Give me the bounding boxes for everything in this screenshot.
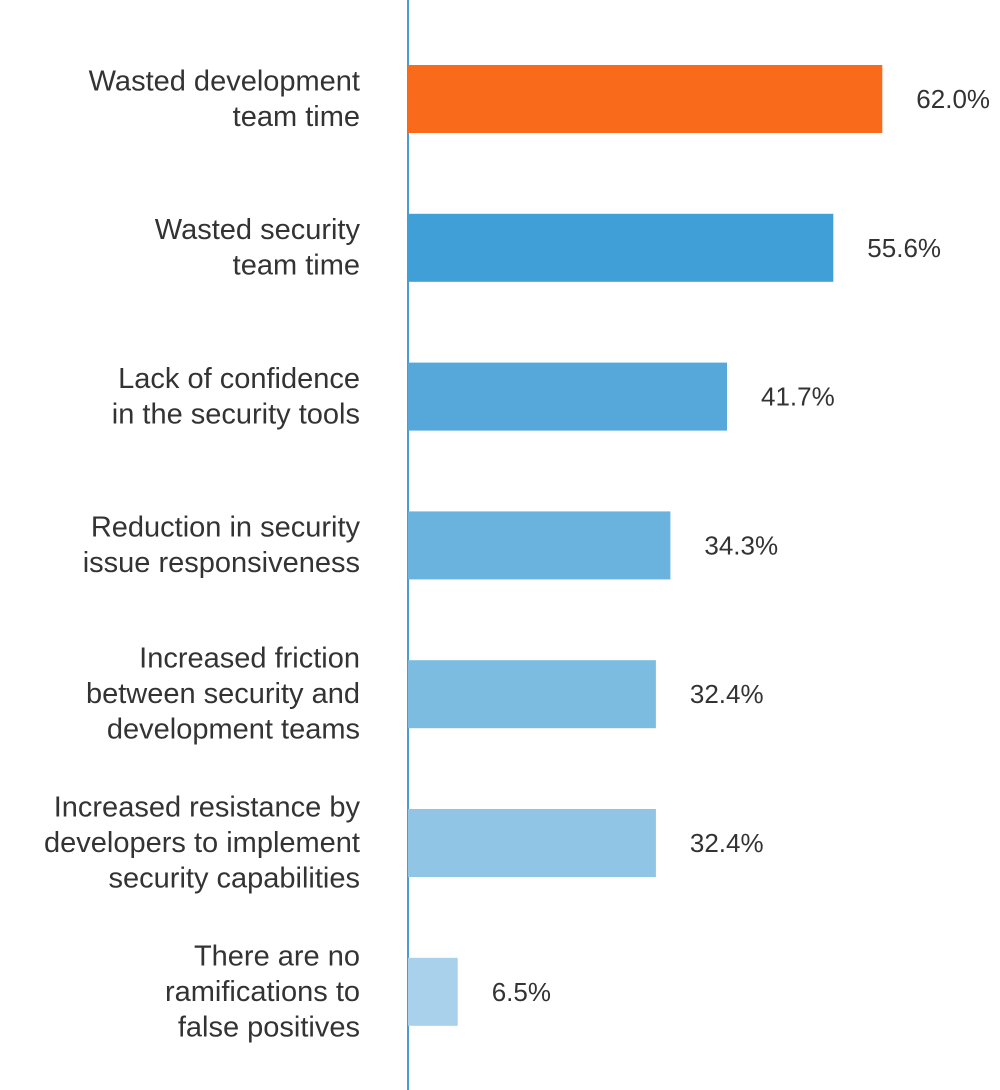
category-label-line: between security and [86,678,360,710]
value-label-4: 34.3% [704,530,778,560]
category-label-line: Increased friction [139,643,360,675]
category-label-line: ramifications to [165,976,360,1008]
category-label-line: Increased resistance by [54,792,361,824]
bar-3 [408,362,727,431]
value-label-1: 62.0% [916,84,990,114]
category-label-1: Wasted development team time [89,65,360,133]
category-label-3: Lack of confidence in the security tools [112,363,360,431]
bars-layer [408,65,883,1026]
category-label-line: developers to implement [44,827,360,859]
value-label-7: 6.5% [492,977,551,1007]
category-label-2: Wasted security team time [155,214,361,282]
value-label-5: 32.4% [690,679,764,709]
category-label-5: Increased friction between security and de… [86,643,360,746]
category-label-6: Increased resistance by developers to imp… [44,792,360,895]
category-label-line: Wasted development [89,65,360,97]
category-label-line: issue responsiveness [83,547,360,579]
category-label-7: There are no ramifications to false positi… [165,940,360,1043]
bar-7 [408,957,458,1026]
category-label-line: false positives [178,1011,360,1043]
category-label-line: There are no [194,940,360,972]
category-label-line: Reduction in security [91,512,361,544]
category-label-line: Lack of confidence [118,363,360,395]
value-labels-layer: 62.0% 55.6% 41.7% 34.3% 32.4% 32.4% 6.5% [492,84,990,1007]
bar-4 [408,511,671,580]
bar-5 [408,660,656,729]
category-label-4: Reduction in security issue responsivenes… [83,512,361,580]
bar-2 [408,213,834,282]
category-label-line: team time [233,101,360,133]
bar-1 [408,65,883,133]
category-label-line: in the security tools [112,398,360,430]
category-label-line: Wasted security [155,214,361,246]
bar-6 [408,809,656,877]
category-label-line: team time [233,250,360,282]
value-label-6: 32.4% [690,828,764,858]
category-label-line: security capabilities [109,863,360,895]
category-label-line: development teams [107,714,360,746]
value-label-3: 41.7% [761,382,835,412]
value-label-2: 55.6% [867,233,941,263]
